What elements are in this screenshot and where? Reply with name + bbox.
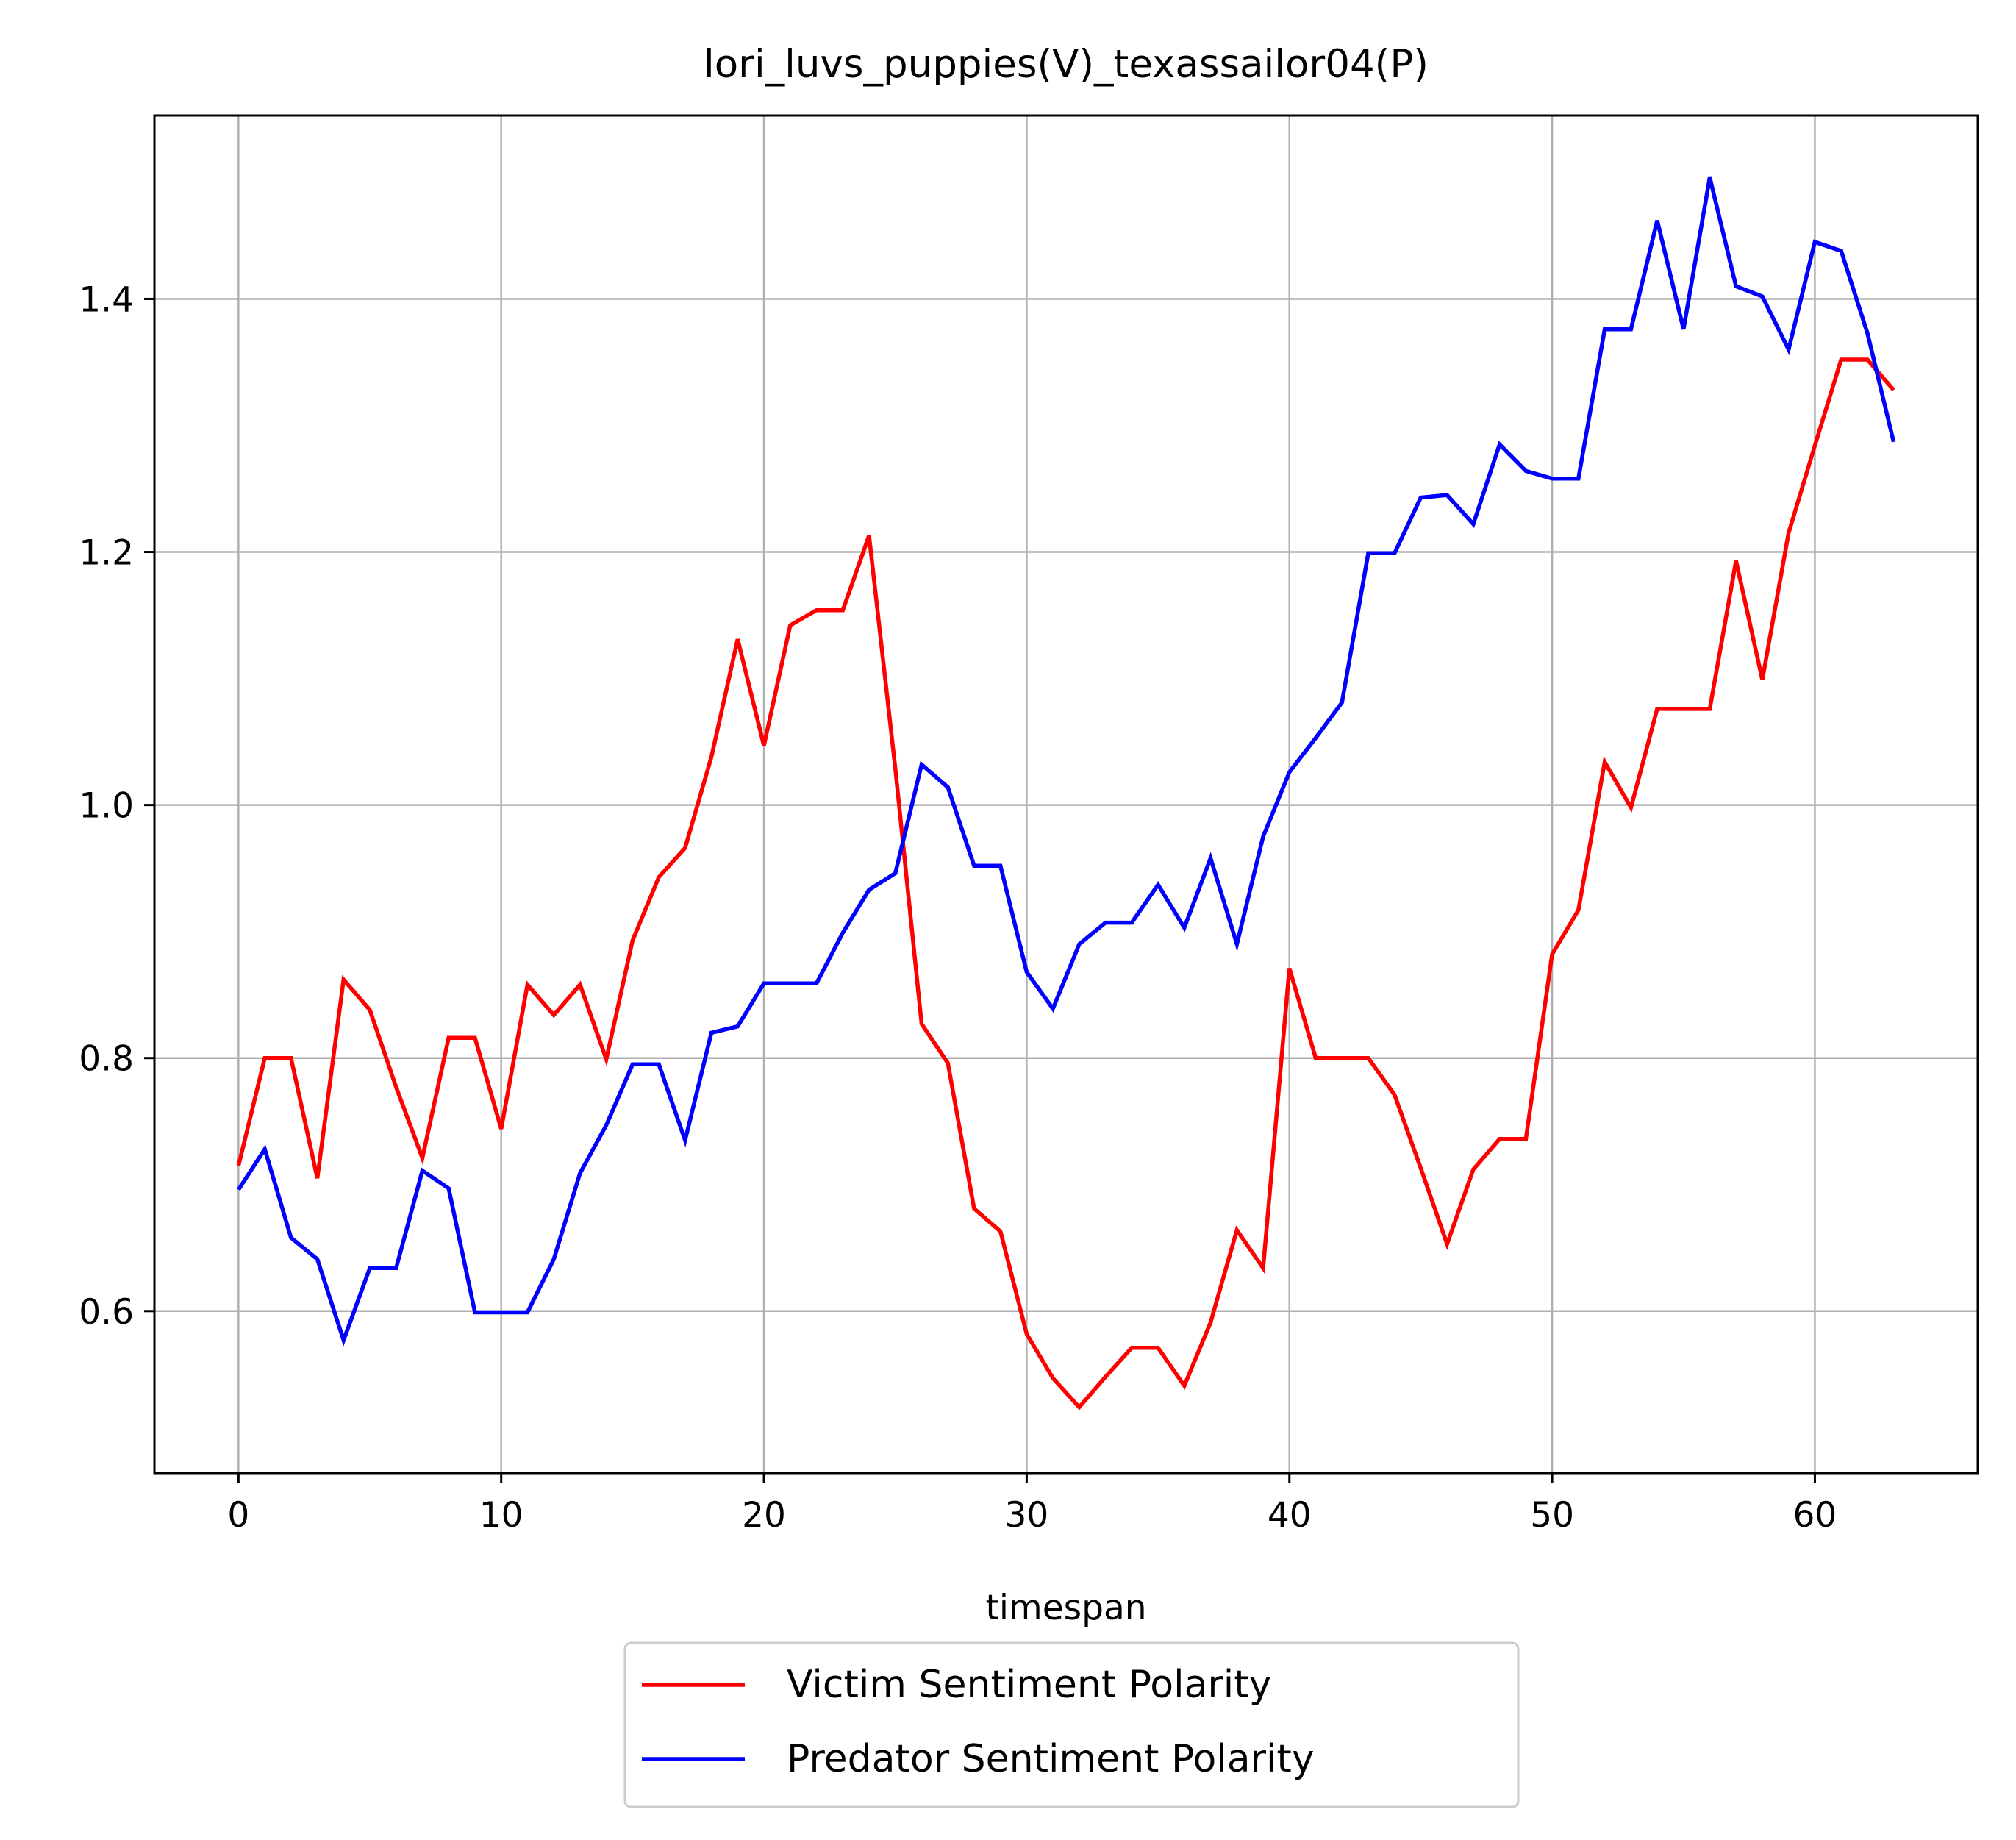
y-tick-label: 1.2: [79, 533, 134, 574]
victim-sentiment-polarity-line: [236, 357, 1895, 1411]
legend-label: Victim Sentiment Polarity: [787, 1663, 1271, 1707]
x-axis-label: timespan: [985, 1588, 1146, 1628]
y-tick-label: 0.6: [79, 1292, 134, 1333]
y-tick-label: 1.0: [79, 786, 134, 827]
x-axis-ticks: 0 10 20 30 40 50 60: [227, 1473, 1837, 1536]
legend-label: Predator Sentiment Polarity: [787, 1737, 1315, 1781]
series-lines: [236, 176, 1896, 1411]
grid: [154, 115, 1978, 1473]
chart-title: lori_luvs_puppies(V)_texassailor04(P): [704, 42, 1429, 87]
legend-box: [623, 1641, 1520, 1808]
x-tick-label: 30: [1004, 1495, 1048, 1536]
y-tick-label: 0.8: [79, 1039, 134, 1080]
plot-frame: [153, 114, 1979, 1475]
legend: Victim Sentiment Polarity Predator Sentim…: [623, 1641, 1520, 1808]
y-tick-label: 1.4: [79, 279, 134, 320]
y-axis-ticks: 0.6 0.8 1.0 1.2 1.4: [79, 279, 154, 1333]
predator-sentiment-polarity-line: [237, 176, 1896, 1347]
x-tick-label: 10: [479, 1495, 523, 1536]
x-tick-label: 20: [742, 1495, 786, 1536]
x-tick-label: 40: [1268, 1495, 1312, 1536]
x-tick-label: 0: [227, 1495, 249, 1536]
x-tick-label: 50: [1530, 1495, 1574, 1536]
x-tick-label: 60: [1793, 1495, 1837, 1536]
